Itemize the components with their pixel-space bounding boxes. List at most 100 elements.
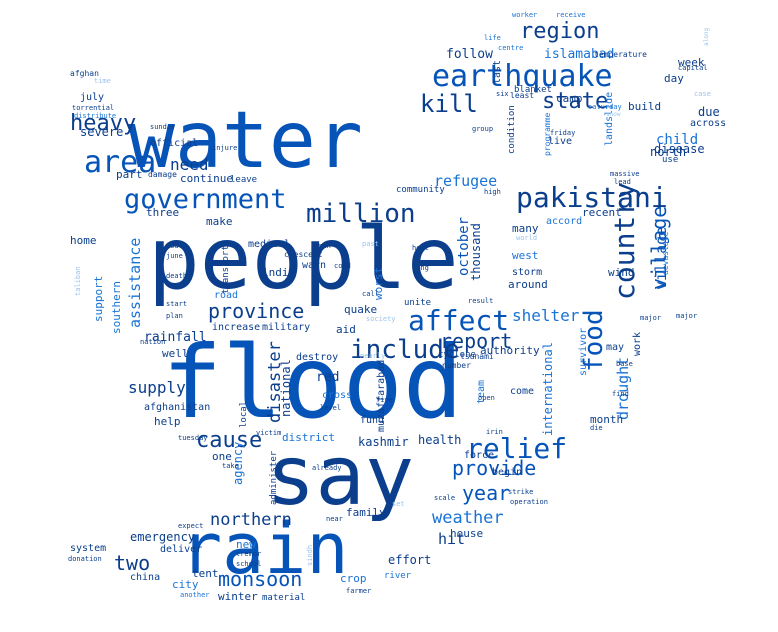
word-distribute: distribute: [74, 112, 116, 120]
word-new: new: [236, 538, 256, 551]
word-injure: injure: [212, 144, 237, 152]
word-china: china: [130, 572, 160, 583]
word-well: well: [162, 347, 189, 360]
word-report: report: [440, 329, 512, 353]
word-set: set: [392, 500, 405, 508]
word-cold: cold: [334, 262, 351, 270]
word-expect: expect: [178, 522, 203, 530]
word-pakistani: pakistani: [516, 181, 668, 214]
word-south: south: [166, 242, 187, 250]
word-scale: scale: [434, 494, 455, 502]
word-child: child: [656, 132, 698, 148]
word-destroy: destroy: [296, 352, 338, 363]
word-supply: supply: [128, 378, 186, 397]
word-strike: strike: [508, 488, 533, 496]
word-temperature: temperature: [594, 50, 647, 59]
word-live: live: [548, 136, 572, 147]
word-transport: transport: [221, 245, 231, 294]
word-die: die: [590, 424, 603, 432]
word-severe: severe: [80, 125, 123, 139]
word-follow: follow: [446, 47, 493, 62]
word-long: long: [412, 264, 429, 272]
word-capital: capital: [678, 64, 708, 72]
word-million: million: [306, 199, 416, 229]
word-number: number: [442, 361, 471, 370]
word-friday: friday: [550, 129, 575, 137]
word-operation: operation: [510, 498, 548, 506]
word-major: major: [640, 314, 661, 322]
word-continue: continue: [180, 172, 233, 185]
word-area: area: [84, 145, 156, 180]
word-survivor: survivor: [578, 328, 589, 376]
word-village: village: [647, 206, 671, 290]
word-open: open: [478, 394, 495, 402]
word-northern: northern: [210, 510, 292, 530]
word-camp: camp: [556, 92, 583, 105]
word-death: death: [166, 272, 187, 280]
word-accord: accord: [546, 216, 582, 227]
word-drought: drought: [614, 357, 632, 420]
word-earthquake: earthquake: [432, 59, 613, 94]
word-southern: southern: [110, 281, 123, 334]
word-rain: rain: [180, 508, 349, 590]
word-begin: begin: [492, 467, 522, 478]
word-school: school: [236, 560, 261, 568]
word-north: north: [650, 145, 686, 159]
word-centre: centre: [498, 44, 523, 52]
word-build: build: [628, 100, 661, 113]
word-major: major: [676, 312, 697, 320]
word-taliban: taliban: [74, 266, 82, 296]
word-rainfall: rainfall: [144, 330, 207, 345]
word-people: people: [148, 209, 459, 309]
word-result: result: [468, 297, 493, 305]
word-agency: agency: [231, 442, 245, 485]
word-call: call: [362, 290, 379, 298]
word-kill: kill: [420, 90, 478, 118]
word-heat: heat: [412, 244, 429, 252]
word-iran: iran: [314, 242, 331, 250]
word-nearly: nearly: [360, 352, 385, 360]
word-relief: relief: [466, 432, 567, 465]
word-five: five: [376, 396, 393, 404]
word-shelter: shelter: [512, 306, 580, 325]
word-aid: aid: [336, 323, 356, 336]
word-two: two: [114, 551, 150, 575]
word-crop: crop: [340, 572, 367, 585]
word-afghan: afghan: [70, 69, 99, 78]
word-quake: quake: [344, 303, 377, 316]
word-use: use: [662, 155, 678, 165]
word-year: year: [462, 481, 510, 505]
word-heavy: heavy: [70, 111, 136, 136]
word-house: house: [450, 527, 483, 540]
word-come: come: [510, 386, 534, 397]
word-three: three: [146, 206, 179, 219]
word-village: village: [652, 227, 670, 290]
word-snow: snow: [606, 111, 621, 118]
word-worker: worker: [512, 11, 537, 19]
word-many: many: [512, 222, 539, 235]
word-home: home: [70, 234, 97, 247]
word-day: day: [664, 72, 684, 85]
word-government: government: [124, 184, 287, 215]
word-refugee: refugee: [434, 172, 497, 190]
word-national: national: [279, 359, 293, 417]
word-material: material: [262, 593, 305, 603]
word-help: help: [154, 415, 181, 428]
word-food: food: [579, 309, 609, 372]
word-nation: nation: [140, 338, 165, 346]
word-farmer: farmer: [346, 587, 371, 595]
word-red: red: [316, 370, 339, 385]
word-may: may: [606, 342, 624, 353]
word-local: local: [239, 401, 249, 428]
word-district: district: [282, 431, 335, 444]
word-make: make: [206, 215, 233, 228]
word-administer: administer: [269, 450, 279, 505]
word-along: along: [703, 28, 710, 46]
word-society: society: [366, 315, 396, 323]
word-disease: disease: [654, 142, 705, 156]
word-part: part: [116, 168, 143, 181]
word-group: group: [472, 125, 493, 133]
word-deliver: deliver: [160, 544, 202, 555]
word-massive: massive: [610, 170, 640, 178]
